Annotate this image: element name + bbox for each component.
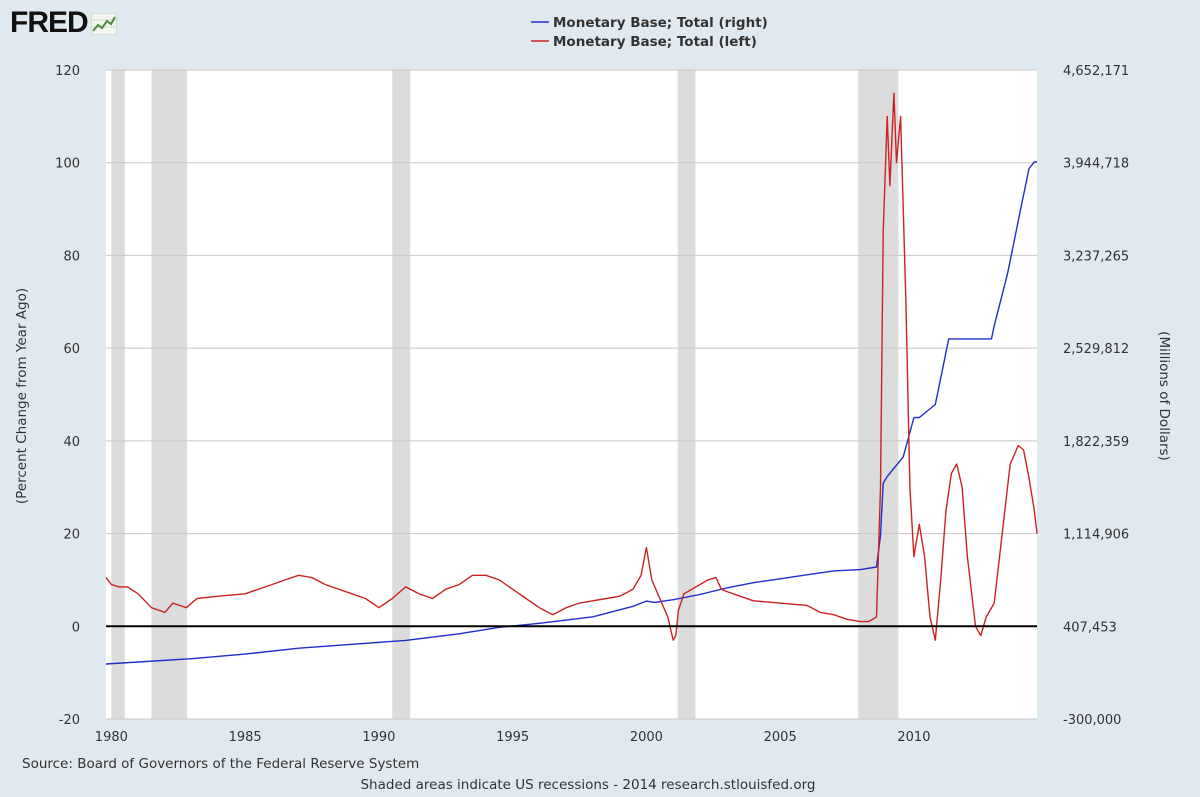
- y-axis-left-title: (Percent Change from Year Ago): [14, 288, 30, 504]
- recession-note: Shaded areas indicate US recessions - 20…: [360, 777, 816, 793]
- y-tick-label: 80: [63, 249, 80, 264]
- logo-text: FRED: [10, 6, 89, 39]
- legend-label-left: Monetary Base; Total (left): [553, 34, 757, 50]
- x-tick-label: 1985: [229, 730, 262, 745]
- x-tick-label: 2000: [630, 730, 663, 745]
- gridlines: [106, 69, 1037, 720]
- x-tick-label: 1995: [496, 730, 529, 745]
- y2-tick-label: 407,453: [1063, 620, 1117, 635]
- recession-band: [677, 70, 696, 719]
- left-axis-ticks: -20 0 20 40 60 80 100 120: [55, 64, 80, 728]
- x-tick-label: 1990: [362, 730, 395, 745]
- x-tick-label: 2005: [764, 730, 797, 745]
- recession-shading: [111, 70, 899, 719]
- right-axis-ticks: -300,000 407,453 1,114,906 1,822,359 2,529,8…: [1063, 64, 1129, 728]
- y-tick-label: 20: [63, 528, 80, 543]
- x-tick-label: 1980: [95, 730, 128, 745]
- y-tick-label: -20: [59, 713, 80, 728]
- y2-tick-label: -300,000: [1063, 713, 1121, 728]
- series-lines: [105, 92, 1038, 665]
- y2-tick-label: 3,237,265: [1063, 249, 1129, 264]
- y-tick-label: 100: [55, 157, 80, 172]
- y2-tick-label: 1,114,906: [1063, 528, 1129, 543]
- recession-band: [151, 70, 188, 719]
- y2-tick-label: 1,822,359: [1063, 435, 1129, 450]
- y2-tick-label: 4,652,171: [1063, 64, 1129, 79]
- fred-logo: FRED: [10, 6, 117, 40]
- y-tick-label: 0: [72, 620, 80, 635]
- x-axis-ticks: 1980 1985 1990 1995 2000 2005 2010: [95, 730, 931, 745]
- recession-band: [111, 70, 125, 719]
- x-tick-label: 2010: [897, 730, 930, 745]
- recession-band: [858, 70, 899, 719]
- legend: Monetary Base; Total (right) Monetary Ba…: [531, 15, 768, 50]
- y2-tick-label: 3,944,718: [1063, 157, 1129, 172]
- series-line-left: [105, 92, 1038, 641]
- chart-line-icon: [90, 13, 117, 35]
- y-axis-right-title: (Millions of Dollars): [1156, 331, 1172, 461]
- y-tick-label: 120: [55, 64, 80, 79]
- y-tick-label: 40: [63, 435, 80, 450]
- source-note: Source: Board of Governors of the Federa…: [22, 756, 420, 772]
- y-tick-label: 60: [63, 342, 80, 357]
- legend-label-right: Monetary Base; Total (right): [553, 15, 768, 31]
- recession-band: [392, 70, 411, 719]
- y2-tick-label: 2,529,812: [1063, 342, 1129, 357]
